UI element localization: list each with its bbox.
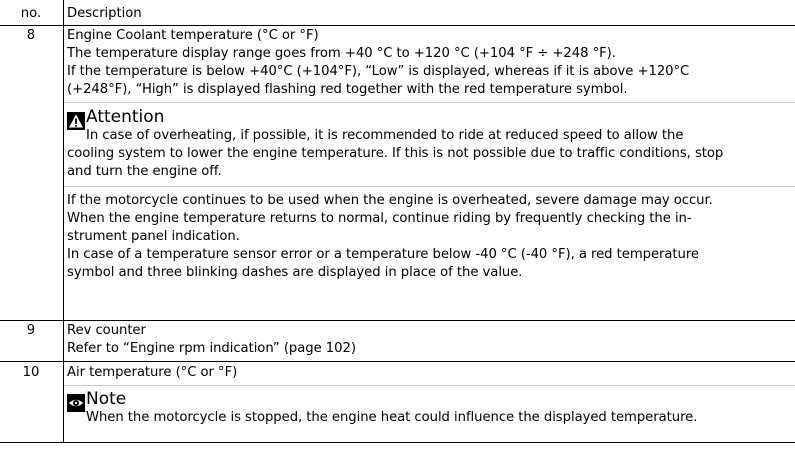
column-divider — [63, 0, 64, 25]
row-line: When the engine temperature returns to n… — [67, 211, 692, 226]
row-line: If the temperature is below +40°C (+104°… — [67, 64, 690, 79]
row-number: 10 — [22, 365, 40, 380]
callout-text: and turn the engine off. — [67, 164, 222, 179]
header-no: no. — [20, 6, 42, 21]
row-line: Engine Coolant temperature (°C or °F) — [67, 28, 319, 43]
callout-text: In case of overheating, if possible, it … — [86, 128, 684, 143]
eye-note-icon — [67, 394, 85, 412]
callout-separator — [64, 186, 795, 187]
header-description: Description — [67, 6, 142, 21]
row-line: The temperature display range goes from … — [67, 46, 616, 61]
callout-separator — [64, 102, 795, 103]
row-line: If the motorcycle continues to be used w… — [67, 193, 713, 208]
row-line: Air temperature (°C or °F) — [67, 365, 238, 380]
warning-triangle-icon — [67, 112, 85, 130]
row-number: 8 — [26, 28, 36, 43]
callout-text: When the motorcycle is stopped, the engi… — [86, 410, 698, 425]
row-line: In case of a temperature sensor error or… — [67, 247, 699, 262]
row-number: 9 — [26, 323, 36, 338]
row-line: Refer to “Engine rpm indication” (page 1… — [67, 341, 356, 356]
row-line: Rev counter — [67, 323, 146, 338]
callout-title: Note — [86, 389, 127, 409]
table-bottom-rule — [0, 442, 795, 443]
callout-separator — [64, 385, 795, 386]
column-divider — [63, 321, 64, 361]
row-rule — [0, 320, 795, 321]
callout-text: cooling system to lower the engine tempe… — [67, 146, 724, 161]
row-rule — [0, 361, 795, 362]
row-line: strument panel indication. — [67, 229, 240, 244]
column-divider — [63, 362, 64, 442]
header-rule — [0, 25, 795, 26]
row-line: (+248°F), “High” is displayed flashing r… — [67, 82, 628, 97]
column-divider — [63, 26, 64, 320]
row-line: symbol and three blinking dashes are dis… — [67, 265, 523, 280]
callout-title: Attention — [86, 107, 165, 127]
